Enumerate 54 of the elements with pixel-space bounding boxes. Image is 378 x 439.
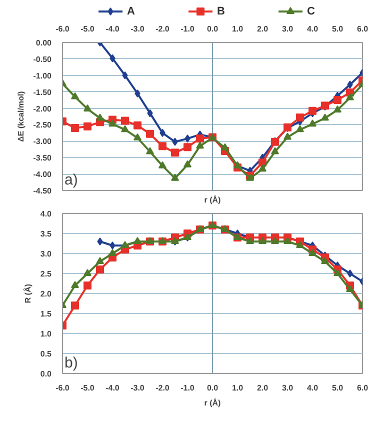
x2-tick-label: -2.0 (156, 24, 170, 34)
y-tick-label: 1.5 (40, 310, 52, 318)
x2-tick-label: 2.0 (256, 24, 269, 34)
x-tick-label: -6.0 (56, 384, 70, 392)
x2-tick-label: 1.0 (232, 24, 244, 34)
x-axis-title: r (Å) (204, 194, 222, 204)
y-tick-label: -1.50 (33, 88, 52, 97)
x2-tick-label: -4.0 (106, 24, 120, 34)
x-tick-label: 5.0 (332, 384, 344, 392)
annotation: b) (64, 354, 78, 372)
y-tick-label: 1.0 (40, 330, 52, 338)
x2-tick-label: -3.0 (130, 24, 145, 34)
y-tick-label: 3.0 (40, 250, 52, 258)
y-tick-label: 3.5 (40, 230, 52, 238)
x2-tick-label: -6.0 (56, 24, 70, 34)
x2-tick-label: 3.0 (282, 24, 294, 34)
y-tick-label: 0.0 (40, 370, 52, 378)
y-axis-title: R (Å) (22, 284, 32, 304)
x2-tick-label: 0.0 (206, 24, 219, 34)
x-tick-label: 4.0 (306, 384, 319, 392)
legend-label: B (217, 6, 225, 18)
x-tick-label: 3.0 (282, 384, 294, 392)
y-tick-label: -4.00 (33, 170, 52, 180)
y-tick-label: -2.00 (33, 104, 52, 114)
y-axis-title: ΔE (kcal/mol) (16, 90, 26, 142)
y-tick-label: -1.00 (33, 71, 52, 80)
x-tick-label: -4.0 (106, 384, 120, 392)
y-tick-label: -4.50 (33, 186, 52, 196)
x-tick-label: -5.0 (80, 384, 95, 392)
x-axis-title: r (Å) (204, 398, 222, 408)
y-tick-label: 4.0 (40, 210, 52, 218)
x-tick-label: 6.0 (356, 384, 369, 392)
legend-label: A (127, 6, 135, 18)
x2-tick-label: 4.0 (306, 24, 319, 34)
y-tick-label: -2.50 (33, 120, 52, 130)
y-tick-label: -3.50 (33, 154, 52, 163)
x-tick-label: 0.0 (206, 384, 219, 392)
y-tick-label: 0.5 (40, 350, 52, 358)
y-tick-label: -3.00 (33, 137, 52, 146)
x2-tick-label: 6.0 (356, 24, 369, 34)
x-tick-label: -3.0 (130, 384, 145, 392)
y-tick-label: 2.0 (40, 290, 52, 298)
x-tick-label: 1.0 (232, 384, 244, 392)
x2-tick-label: 5.0 (332, 24, 344, 34)
annotation: a) (64, 172, 78, 188)
x-tick-label: -1.0 (180, 384, 195, 392)
legend-label: C (307, 6, 315, 18)
x-tick-label: 2.0 (256, 384, 269, 392)
x-tick-label: -2.0 (156, 384, 170, 392)
x2-tick-label: -5.0 (80, 24, 95, 34)
x2-tick-label: -1.0 (180, 24, 195, 34)
y-tick-label: 0.00 (36, 38, 52, 48)
y-tick-label: 2.5 (40, 270, 52, 278)
y-tick-label: -0.50 (33, 54, 52, 64)
